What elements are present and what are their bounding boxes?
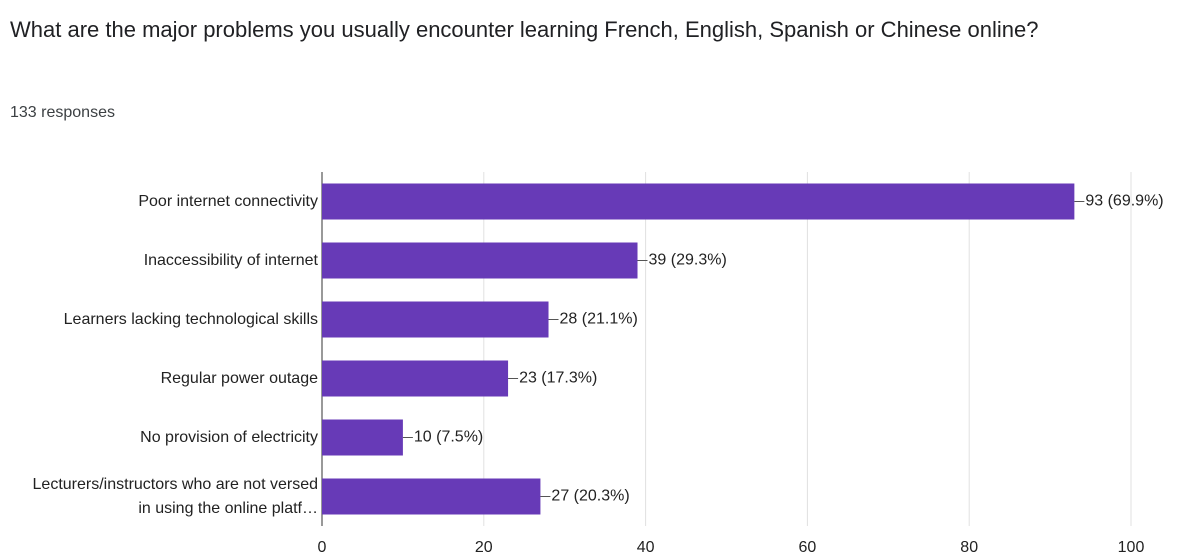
y-tick-label: Learners lacking technological skills (63, 310, 318, 328)
data-label: 27 (20.3%) (551, 488, 629, 505)
bar (322, 360, 509, 397)
y-tick-label: Poor internet connectivity (138, 192, 318, 210)
data-label: 39 (29.3%) (649, 252, 727, 269)
data-label: 23 (17.3%) (519, 370, 597, 387)
bar (322, 242, 638, 279)
bar (322, 419, 403, 456)
y-tick-label: Lecturers/instructors who are not versed… (32, 475, 318, 517)
bar (322, 183, 1075, 220)
chart-subtitle: 133 responses (10, 104, 115, 121)
x-tick-label: 60 (799, 539, 817, 556)
x-tick-label: 100 (1118, 539, 1145, 556)
data-label: 93 (69.9%) (1085, 193, 1163, 210)
x-tick-label: 0 (318, 539, 327, 556)
x-tick-label: 40 (637, 539, 655, 556)
y-tick-label: No provision of electricity (140, 428, 318, 446)
bar (322, 478, 541, 515)
y-tick-label: Regular power outage (160, 369, 318, 387)
data-label: 10 (7.5%) (414, 429, 483, 446)
bar (322, 301, 549, 338)
x-tick-label: 80 (960, 539, 978, 556)
x-tick-label: 20 (475, 539, 493, 556)
chart-title: What are the major problems you usually … (10, 17, 1039, 42)
data-label: 28 (21.1%) (560, 311, 638, 328)
y-tick-label: Inaccessibility of internet (143, 251, 318, 269)
